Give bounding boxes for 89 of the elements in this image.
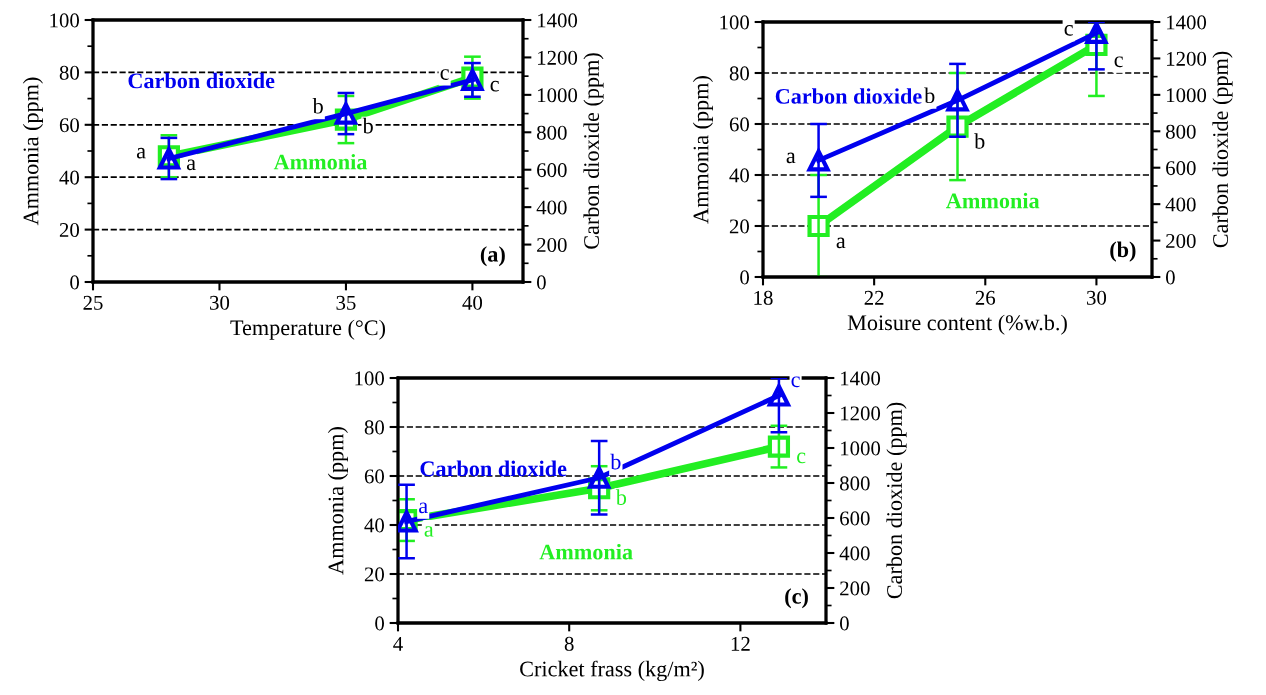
y2-tick-label: 400: [536, 200, 567, 215]
y2-tick-label: 800: [1165, 124, 1196, 139]
data-label: b: [362, 117, 373, 134]
y-tick-label: 60: [364, 469, 385, 484]
data-label: c: [490, 80, 499, 92]
y-tick-label: 80: [729, 66, 750, 81]
y-tick-label: 100: [720, 15, 750, 30]
y2-tick-label: 0: [839, 616, 849, 631]
x-tick-label: 26: [975, 290, 996, 305]
y-tick-label: 40: [59, 170, 80, 185]
y-tick-label: 0: [375, 616, 385, 631]
data-label: b: [924, 87, 935, 104]
y2-tick-label: 200: [537, 237, 567, 252]
y2-tick-label: 200: [1166, 233, 1196, 248]
x-tick-label: 30: [1087, 290, 1107, 305]
data-label: a: [419, 502, 428, 514]
y-tick-label: 20: [364, 567, 385, 582]
y2-tick-label: 1400: [841, 371, 881, 386]
y2-tick-label: 0: [1165, 270, 1175, 285]
x-tick-label: 8: [564, 636, 574, 651]
x-axis-title: Cricket frass (kg/m²): [520, 660, 704, 682]
data-label: b: [974, 133, 985, 149]
y2-tick-label: 1000: [1167, 88, 1207, 103]
y-tick-label: 100: [355, 371, 385, 386]
data-label: a: [136, 147, 146, 159]
x-tick-label: 18: [754, 290, 773, 305]
series-label: Carbon dioxide: [128, 72, 275, 89]
y2-tick-label: 600: [1166, 161, 1196, 176]
data-label: a: [186, 159, 196, 171]
y2-tick-label: 800: [839, 476, 870, 491]
series-label: Carbon dioxide: [775, 88, 922, 104]
y2-tick-label: 800: [536, 125, 567, 140]
y-tick-label: 0: [740, 270, 750, 285]
data-label: b: [615, 489, 627, 505]
y-tick-label: 100: [50, 13, 80, 28]
x-tick-label: 22: [864, 290, 884, 305]
text: Ammonia: [539, 543, 633, 560]
y2-axis-title: Carbon dioxide (ppm): [583, 53, 604, 249]
y-axis-title: Ammonia (ppm): [22, 77, 43, 226]
x-axis-title: Temperature (°C): [230, 319, 386, 340]
data-label: b: [312, 97, 323, 114]
y2-tick-label: 400: [1165, 197, 1196, 212]
data-label: a: [836, 237, 846, 249]
y-tick-label: 40: [729, 168, 750, 183]
y-tick-label: 80: [59, 65, 80, 80]
series-label: Ammonia: [273, 153, 368, 170]
data-label: c: [797, 452, 806, 464]
series-label: Carbon dioxide: [420, 460, 567, 477]
y2-tick-label: 0: [536, 275, 546, 290]
y-tick-label: 0: [70, 275, 80, 290]
y2-tick-label: 400: [839, 546, 870, 561]
data-label: a: [424, 526, 434, 537]
x-tick-label: 12: [731, 636, 750, 651]
y2-axis-title: Carbon dioxide (ppm): [886, 402, 907, 599]
y-tick-label: 60: [729, 117, 750, 132]
y2-tick-label: 600: [537, 163, 567, 178]
y-tick-label: 20: [59, 222, 80, 238]
annotation: (b): [1110, 241, 1136, 262]
data-label: c: [1064, 25, 1073, 36]
annotation: (c): [785, 588, 808, 609]
x-tick-label: 30: [210, 295, 230, 310]
y2-tick-label: 1000: [538, 88, 578, 103]
y2-tick-label: 1000: [841, 441, 881, 456]
y2-tick-label: 1200: [841, 406, 881, 421]
y2-tick-label: 600: [840, 511, 870, 526]
y2-tick-label: 200: [840, 581, 870, 596]
data-label: c: [1114, 56, 1123, 68]
y-axis-title: Ammonia (ppm): [327, 427, 348, 575]
data-label: c: [440, 69, 449, 80]
data-label: b: [610, 453, 621, 470]
x-axis-title: Moisure content (%w.b.): [847, 314, 1067, 335]
y-tick-label: 80: [364, 420, 385, 435]
text: Ammonia: [946, 192, 1040, 209]
y-tick-label: 20: [729, 219, 750, 234]
y2-axis-title: Carbon dioxide (ppm): [1212, 51, 1233, 248]
annotation: (a): [480, 246, 505, 267]
data-label: a: [786, 152, 796, 164]
y-axis-title: Ammonia (ppm): [692, 76, 713, 224]
y-tick-label: 60: [59, 118, 80, 133]
y2-tick-label: 1400: [1167, 15, 1207, 30]
x-tick-label: 40: [462, 295, 483, 310]
y-tick-label: 40: [364, 518, 385, 533]
x-tick-label: 4: [393, 636, 403, 651]
x-tick-label: 35: [336, 295, 356, 310]
y2-tick-label: 1200: [1167, 51, 1207, 66]
data-label: c: [791, 376, 800, 388]
y2-tick-label: 1400: [538, 13, 578, 28]
y2-tick-label: 1200: [538, 50, 578, 65]
x-tick-label: 25: [83, 295, 103, 310]
